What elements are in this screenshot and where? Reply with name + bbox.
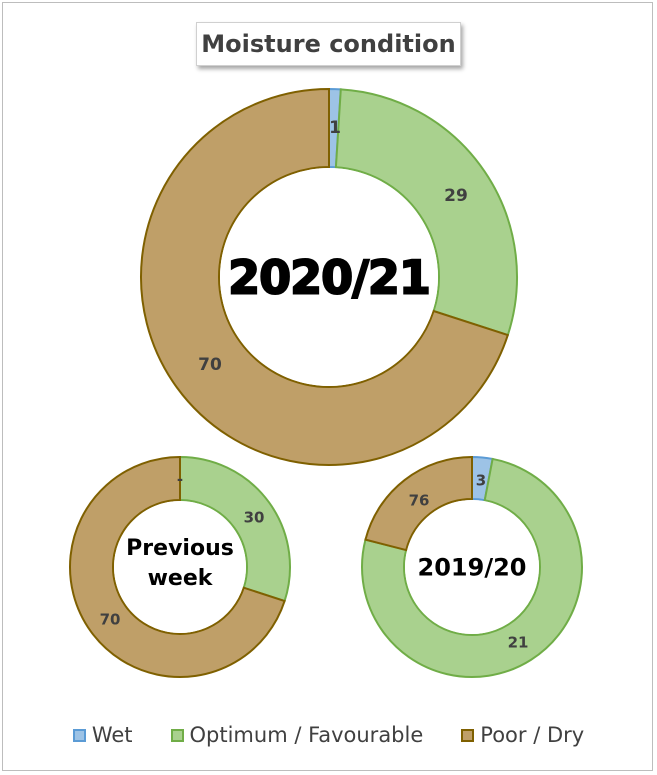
legend-label-poor: Poor / Dry — [480, 723, 585, 747]
data-label-optimum: 29 — [444, 186, 468, 206]
donut-0: 1 29 70 2020/21 — [140, 87, 518, 466]
slice-optimum — [334, 88, 518, 337]
legend-swatch-poor — [461, 728, 475, 742]
slice-poor — [140, 87, 510, 466]
data-label-optimum: 76 — [409, 492, 430, 510]
center-label: 2020/21 — [228, 251, 430, 305]
slice-poor — [364, 455, 473, 552]
center-label: 2019/20 — [418, 554, 527, 582]
legend-item-poor: Poor / Dry — [461, 723, 584, 747]
donut-1: - 30 70 Previous week — [69, 455, 291, 678]
donut-hole — [220, 168, 438, 386]
chart-title: Moisture condition — [196, 22, 461, 66]
slice-optimum — [361, 457, 583, 678]
legend-label-wet: Wet — [91, 723, 133, 747]
data-label-poor: 70 — [198, 355, 222, 375]
data-label-wet: - — [177, 471, 183, 489]
legend-swatch-optimum — [170, 728, 184, 742]
data-label-poor: 21 — [508, 634, 529, 652]
donut-hole — [405, 500, 539, 634]
data-label-optimum: 30 — [244, 509, 265, 527]
legend-item-wet: Wet — [72, 723, 133, 747]
slice-optimum — [179, 455, 291, 603]
data-label-wet: 1 — [329, 118, 341, 138]
donut-hole — [114, 501, 246, 633]
legend-item-optimum: Optimum / Favourable — [170, 723, 424, 747]
data-label-poor: 70 — [100, 611, 121, 629]
center-label: Previous week — [126, 536, 234, 591]
donut-2: 3 76 21 2019/20 — [361, 455, 583, 678]
slice-poor — [69, 455, 286, 678]
legend-label-optimum: Optimum / Favourable — [189, 723, 424, 747]
data-label-wet: 3 — [476, 472, 486, 490]
legend: Wet Optimum / Favourable Poor / Dry — [0, 718, 657, 752]
legend-swatch-wet — [72, 728, 86, 742]
